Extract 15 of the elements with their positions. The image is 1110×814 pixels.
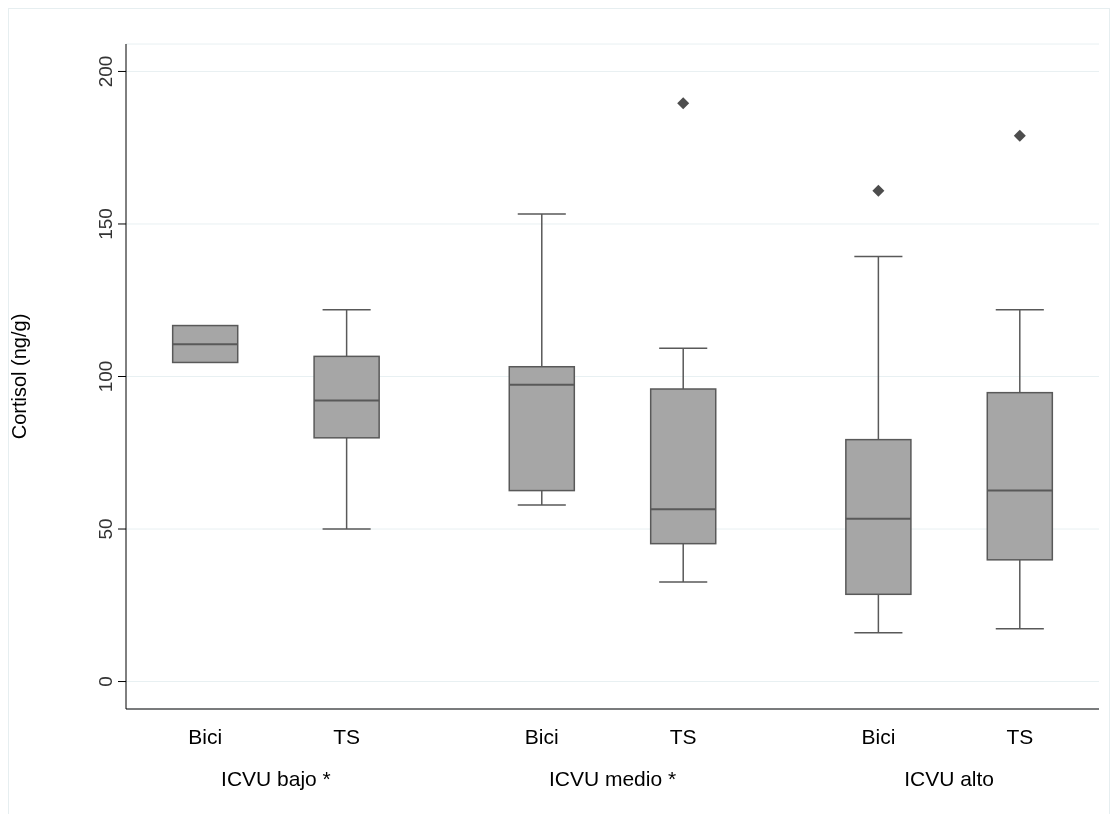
text: ICVU medio * [547,767,678,791]
y-tick-label: 0 [95,676,116,687]
x-tick-label: Bici [188,724,223,748]
x-tick-label: TS [669,724,697,748]
y-tick-label: 50 [95,518,116,540]
x-tick-label: TS [1006,724,1034,748]
y-tick-label: 150 [95,208,116,240]
text: ICVU alto [903,767,995,791]
x-tick-label: TS [333,724,361,748]
y-tick-label: 100 [95,360,116,393]
x-tick-label: Bici [861,724,896,748]
x-tick-label: Bici [524,724,559,748]
y-axis-title: Cortisol (ng/g) [8,313,31,440]
y-tick-label: 200 [95,55,116,88]
text: ICVU bajo * [220,767,332,791]
